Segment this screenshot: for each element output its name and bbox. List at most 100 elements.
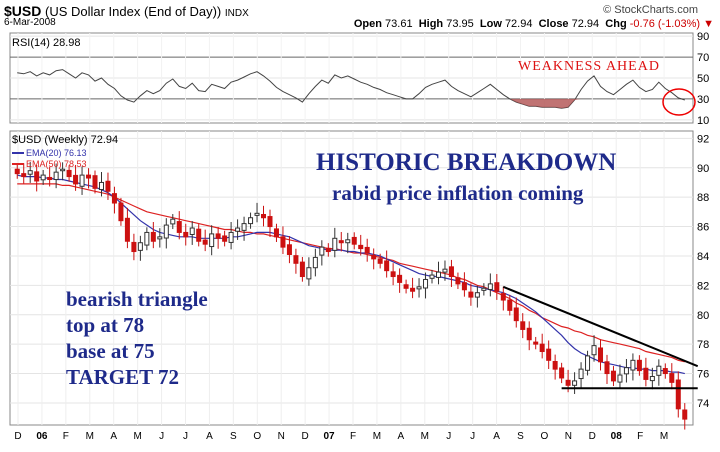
chart-date: 6-Mar-2008	[4, 17, 56, 28]
candle	[306, 257, 312, 286]
candle	[118, 197, 124, 226]
candle	[131, 233, 137, 261]
price-tick-label: 78	[697, 339, 709, 351]
rsi-legend: RSI(14) 28.98	[12, 37, 80, 49]
price-tick-label: 82	[697, 280, 709, 292]
x-tick-label: N	[565, 431, 572, 442]
triangle-top-trendline	[502, 285, 699, 368]
candle	[397, 268, 403, 293]
candle	[675, 371, 681, 418]
candle	[345, 232, 351, 254]
x-tick-label: A	[398, 431, 405, 442]
ema20-line	[17, 174, 685, 375]
candle	[377, 253, 383, 269]
candle	[150, 221, 156, 249]
x-tick-label: M	[133, 431, 141, 442]
candle	[539, 333, 545, 359]
candle	[662, 363, 668, 379]
note-line-3: base at 75	[66, 339, 155, 363]
candle	[423, 272, 429, 299]
candle	[47, 167, 53, 187]
candle	[513, 297, 519, 328]
x-tick-label: J	[159, 431, 164, 442]
x-tick-label: M	[421, 431, 429, 442]
candle	[358, 234, 364, 256]
candle	[572, 372, 578, 394]
candle	[448, 259, 454, 287]
candle	[137, 235, 143, 261]
x-tick-label: 07	[324, 431, 336, 442]
ema20-legend: EMA(20) 76.13	[26, 148, 87, 158]
candle	[66, 165, 72, 182]
candle	[630, 353, 636, 381]
candle	[325, 243, 331, 257]
candle	[656, 359, 662, 386]
x-tick-label: M	[373, 431, 381, 442]
candle	[384, 250, 390, 278]
candle	[312, 248, 318, 277]
x-tick-label: J	[446, 431, 451, 442]
candle	[40, 169, 46, 185]
candle	[111, 186, 117, 214]
candle	[533, 336, 539, 350]
candle	[390, 263, 396, 286]
x-axis: D 06 F M A M J J A S O N D 07 F M A M J J A S O N D 08 F M	[14, 431, 668, 442]
candle	[546, 340, 552, 369]
candle	[319, 240, 325, 266]
candle	[144, 227, 150, 251]
note-line-4: TARGET 72	[66, 365, 179, 389]
rsi-tick-label: 70	[697, 52, 709, 64]
x-tick-label: M	[660, 431, 668, 442]
candle	[604, 354, 610, 384]
x-tick-label: J	[470, 431, 475, 442]
candle	[500, 286, 506, 311]
price-tick-label: 74	[697, 398, 709, 410]
candle	[559, 362, 565, 384]
candle	[591, 335, 597, 362]
rsi-tick-label: 30	[697, 94, 709, 106]
candle	[332, 227, 338, 258]
candle	[14, 164, 20, 179]
x-tick-label: M	[86, 431, 94, 442]
price-axis: 92 90 88 86 84 82 80 78 76 74	[697, 133, 709, 410]
subheadline: rabid price inflation coming	[332, 181, 584, 205]
x-tick-label: O	[541, 431, 549, 442]
price-tick-label: 88	[697, 192, 709, 204]
candle	[105, 172, 111, 200]
candle	[261, 205, 267, 227]
candle	[189, 221, 195, 245]
candle	[649, 367, 655, 390]
candle	[34, 164, 40, 192]
candle	[442, 260, 448, 281]
rsi-tick-label: 50	[697, 73, 709, 85]
candle	[416, 278, 422, 298]
candle	[338, 231, 344, 252]
x-tick-label: 08	[611, 431, 623, 442]
price-tick-label: 80	[697, 310, 709, 322]
candle	[280, 226, 286, 255]
candle	[526, 321, 532, 351]
candle	[21, 163, 27, 184]
ohlc-readout: Open 73.61 High 73.95 Low 72.94 Close 72…	[353, 18, 714, 30]
candle	[92, 170, 98, 194]
candle	[215, 226, 221, 249]
candle	[124, 207, 130, 249]
price-tick-label: 90	[697, 163, 709, 175]
headline: HISTORIC BREAKDOWN	[316, 149, 616, 176]
x-tick-label: J	[183, 431, 188, 442]
x-tick-label: S	[517, 431, 524, 442]
candle	[669, 363, 675, 390]
note-line-1: bearish triangle	[66, 287, 208, 311]
price-tick-label: 76	[697, 369, 709, 381]
candle	[254, 202, 260, 223]
candle	[351, 232, 357, 250]
candle	[682, 403, 688, 430]
candle	[73, 164, 79, 191]
candle	[53, 163, 59, 189]
brand-logo: © StockCharts.com	[603, 4, 698, 16]
candle	[60, 162, 66, 181]
candle	[364, 238, 370, 262]
candle	[27, 162, 33, 183]
candle	[410, 277, 416, 299]
